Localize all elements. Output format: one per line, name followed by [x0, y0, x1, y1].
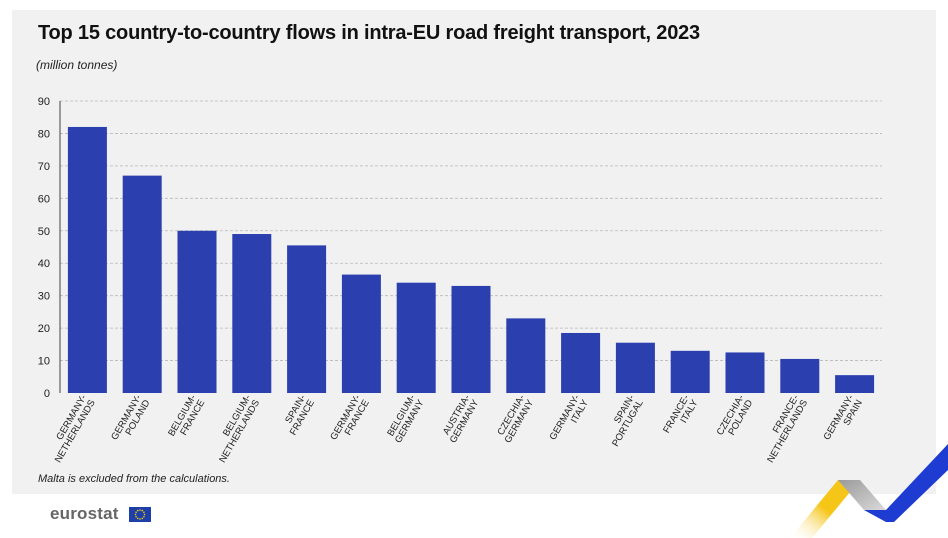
bar: [725, 352, 765, 393]
x-tick-label: GERMANY-POLAND: [109, 393, 152, 442]
bar: [177, 230, 217, 393]
y-tick-label: 50: [38, 226, 50, 238]
chart-title: Top 15 country-to-country flows in intra…: [38, 22, 700, 44]
y-axis: 0 10 20 30 40 50 60 70 80 90: [38, 96, 61, 400]
bar: [615, 342, 655, 393]
y-tick-label: 60: [38, 193, 50, 205]
x-tick-label: CZECHIA-GERMANY: [496, 393, 537, 445]
y-tick-label: 40: [38, 258, 50, 270]
y-tick-label: 90: [38, 96, 50, 108]
x-tick-label: GERMANY-SPAIN: [822, 393, 865, 442]
bar: [287, 245, 327, 393]
x-tick-label: GERMANY-ITALY: [548, 393, 592, 442]
x-tick-label: CZECHIA-POLAND: [715, 393, 756, 437]
x-tick-label: SPAIN-FRANCE: [283, 393, 317, 437]
footnote: Malta is excluded from the calculations.: [38, 473, 230, 485]
x-tick-label: SPAIN-PORTUGAL: [610, 393, 646, 449]
x-tick-label: BELGIUM-NETHERLANDS: [217, 393, 262, 465]
x-tick-label: BELGIUM-FRANCE: [166, 393, 207, 438]
bar: [780, 358, 820, 393]
bar: [396, 282, 436, 393]
bar: [341, 274, 381, 393]
x-tick-label: AUSTRIA-GERMANY: [441, 393, 482, 445]
bar: [122, 175, 162, 393]
eurostat-logo: eurostat: [50, 504, 119, 523]
x-tick-label: GERMANY-FRANCE: [328, 393, 371, 442]
y-tick-label: 20: [38, 323, 50, 335]
decorative-chevron-graphic: [790, 444, 948, 538]
y-tick-label: 70: [38, 161, 50, 173]
bar: [835, 375, 875, 393]
y-tick-label: 80: [38, 128, 50, 140]
bar-layer: [67, 126, 875, 393]
x-tick-label: GERMANY-NETHERLANDS: [53, 393, 98, 465]
x-tick-label: FRANCE-ITALY: [661, 393, 701, 435]
chart-panel: [12, 10, 936, 494]
y-tick-label: 30: [38, 291, 50, 303]
x-tick-label: BELGIUM-GERMANY: [385, 393, 426, 445]
y-tick-label: 10: [38, 356, 50, 368]
bar: [506, 318, 546, 393]
bar: [670, 350, 710, 393]
y-tick-label: 0: [44, 388, 50, 400]
bar: [67, 126, 107, 393]
chart-unit-label: (million tonnes): [36, 58, 118, 72]
eu-flag-icon: [129, 507, 151, 522]
bar: [561, 332, 601, 393]
bar: [232, 234, 272, 393]
x-axis: GERMANY-NETHERLANDS GERMANY-POLAND BELGIUM…: [53, 393, 865, 465]
bar: [451, 285, 491, 393]
